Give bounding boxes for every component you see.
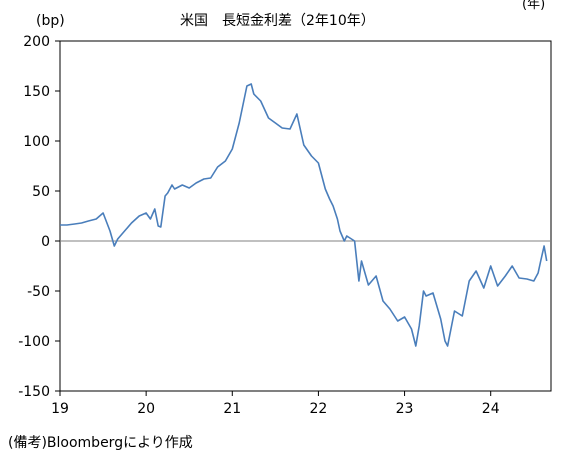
y-tick-label: -100: [18, 334, 50, 350]
x-tick-label: 24: [482, 401, 500, 417]
y-tick-label: 100: [23, 134, 50, 150]
chart-title: 米国 長短金利差（2年10年）: [180, 13, 375, 29]
x-tick-label: 21: [223, 401, 241, 417]
y-axis-unit-label: (bp): [36, 13, 65, 29]
series-layer: [60, 83, 548, 347]
corner-mark: (年): [522, 0, 545, 12]
y-tick-label: -150: [18, 384, 50, 400]
y-tick-label: 50: [32, 184, 50, 200]
source-note: (備考)Bloombergにより作成: [8, 435, 193, 451]
series-line: [60, 83, 548, 347]
y-tick-label: 0: [41, 234, 50, 250]
x-tick-label: 23: [396, 401, 414, 417]
plot-area: [59, 40, 552, 392]
x-axis: 19 20 21 22 23 24: [51, 391, 500, 417]
y-axis: 200 150 100 50 0 -50 -100 -150: [18, 34, 60, 400]
x-tick-label: 20: [137, 401, 155, 417]
x-tick-label: 19: [51, 401, 69, 417]
y-tick-label: 150: [23, 84, 50, 100]
y-tick-label: -50: [27, 284, 50, 300]
x-tick-label: 22: [310, 401, 328, 417]
plot-frame: [59, 40, 552, 392]
y-tick-label: 200: [23, 34, 50, 50]
